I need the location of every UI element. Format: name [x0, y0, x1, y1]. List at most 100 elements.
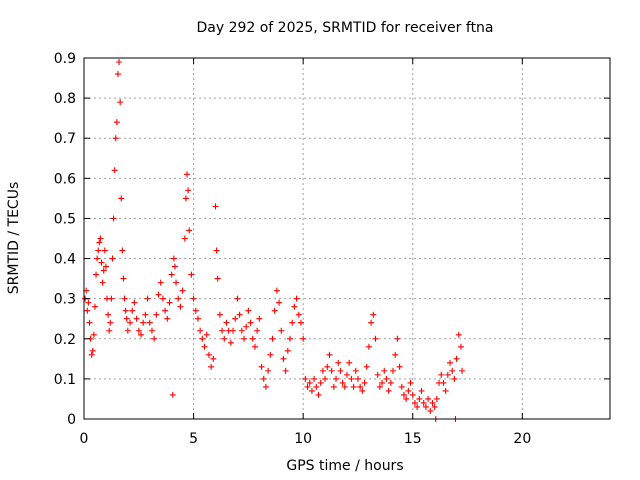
data-point	[184, 171, 191, 178]
data-point	[238, 327, 245, 334]
data-point	[324, 363, 331, 370]
data-point	[254, 327, 261, 334]
data-point	[300, 335, 307, 342]
data-point	[247, 319, 254, 326]
data-point	[96, 239, 103, 246]
data-point	[120, 275, 127, 282]
data-point	[213, 247, 220, 254]
data-point	[315, 391, 322, 398]
data-point	[197, 327, 204, 334]
y-tick-label: 0.4	[54, 252, 76, 268]
data-point	[159, 295, 166, 302]
data-point	[157, 279, 164, 286]
data-point	[208, 363, 215, 370]
data-point	[234, 295, 241, 302]
plot-frame	[83, 57, 611, 420]
data-point	[427, 407, 434, 414]
data-point	[407, 379, 414, 386]
data-point	[93, 271, 100, 278]
data-point	[186, 227, 193, 234]
data-point	[319, 367, 326, 374]
data-point	[269, 335, 276, 342]
data-point	[129, 307, 136, 314]
data-point	[278, 327, 285, 334]
data-point	[416, 395, 423, 402]
data-point	[392, 351, 399, 358]
data-point	[116, 59, 123, 66]
data-point	[265, 367, 272, 374]
data-point	[142, 311, 149, 318]
y-tick-label: 0.6	[54, 171, 76, 187]
data-point	[173, 279, 180, 286]
data-point	[420, 399, 427, 406]
data-point	[94, 255, 101, 262]
data-point	[164, 315, 171, 322]
data-point	[171, 263, 178, 270]
data-point	[114, 71, 121, 78]
data-point	[289, 319, 296, 326]
data-point	[153, 311, 160, 318]
data-point	[418, 387, 425, 394]
data-point	[194, 315, 201, 322]
data-point	[341, 383, 348, 390]
data-point	[459, 367, 466, 374]
data-point	[311, 375, 318, 382]
data-point	[168, 271, 175, 278]
data-point	[438, 371, 445, 378]
data-point	[280, 355, 287, 362]
data-point	[98, 259, 105, 266]
data-point	[376, 383, 383, 390]
y-axis-label: SRMTID / TECUs	[6, 182, 22, 295]
data-point	[396, 363, 403, 370]
data-point	[109, 255, 116, 262]
data-point	[403, 395, 410, 402]
data-point	[148, 327, 155, 334]
data-point	[258, 363, 265, 370]
data-point	[394, 335, 401, 342]
data-point	[304, 383, 311, 390]
data-point	[295, 311, 302, 318]
y-tick-label: 0.1	[54, 372, 76, 388]
data-point	[457, 343, 464, 350]
data-point	[113, 119, 120, 126]
y-tick-label: 0	[67, 412, 76, 428]
data-point	[199, 335, 206, 342]
data-point	[175, 295, 182, 302]
data-point	[151, 335, 158, 342]
data-point	[308, 387, 315, 394]
data-point	[429, 399, 436, 406]
data-point	[227, 339, 234, 346]
data-point	[127, 319, 134, 326]
y-tick-label: 0.7	[54, 131, 76, 147]
data-point	[124, 327, 131, 334]
data-point	[433, 395, 440, 402]
data-point	[447, 359, 454, 366]
data-point	[240, 335, 247, 342]
y-tick-label: 0.8	[54, 91, 76, 107]
y-tick-label: 0.5	[54, 211, 76, 227]
data-point	[203, 331, 210, 338]
data-point	[185, 187, 192, 194]
grid	[84, 58, 610, 419]
data-point	[363, 363, 370, 370]
data-point	[188, 271, 195, 278]
y-tick-label: 0.2	[54, 332, 76, 348]
axis-ticks: 0 0.1 0.2 0.3 0.4 0.5 0.6 0.7 0.8 0.9 0 5 10 15 20	[54, 51, 610, 447]
data-point	[140, 319, 147, 326]
data-point	[212, 203, 219, 210]
data-point	[348, 375, 355, 382]
data-point	[105, 311, 112, 318]
data-point	[97, 235, 104, 242]
data-point	[137, 331, 144, 338]
data-point	[273, 287, 280, 294]
data-point	[282, 367, 289, 374]
data-point	[440, 379, 447, 386]
data-point	[326, 351, 333, 358]
data-point	[182, 195, 189, 202]
data-point	[256, 315, 263, 322]
x-tick-label: 0	[80, 431, 89, 447]
data-point	[122, 307, 129, 314]
data-point	[333, 375, 340, 382]
data-point	[306, 379, 313, 386]
